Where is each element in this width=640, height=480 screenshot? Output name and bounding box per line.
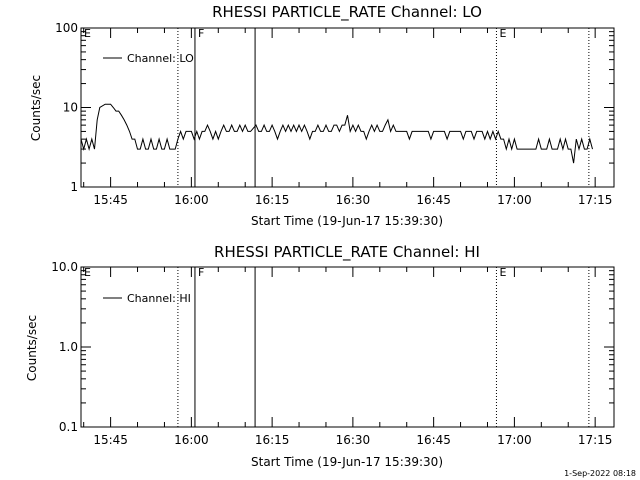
x-tick-label: 17:00 [497,433,532,447]
x-tick-label: 16:30 [336,433,371,447]
x-tick-label: 17:15 [578,433,613,447]
x-tick-label: 17:00 [497,193,532,207]
chart-title: RHESSI PARTICLE_RATE Channel: HI [214,243,480,262]
time-marker-label: E [84,266,91,279]
legend-entry: Channel: LO [127,52,194,65]
x-tick-label: 16:45 [416,433,451,447]
x-tick-label: 16:15 [255,193,290,207]
time-marker-label: F [198,266,204,279]
time-marker-label: E [84,27,91,40]
lo-channel-panel: RHESSI PARTICLE_RATE Channel: LO Counts/… [29,3,615,228]
series-layer [80,103,593,164]
y-tick-label: 0.1 [59,420,78,434]
time-marker-label: E [499,266,506,279]
x-tick-label: 16:00 [174,193,209,207]
legend: Channel: HI [103,292,191,305]
x-tick-label: 15:45 [93,433,128,447]
chart-title: RHESSI PARTICLE_RATE Channel: LO [212,3,482,22]
y-tick-label: 1 [70,180,78,194]
plot-frame [80,266,615,428]
x-tick-label: 16:30 [336,193,371,207]
time-marker-label: F [198,27,204,40]
x-axis-label: Start Time (19-Jun-17 15:39:30) [251,455,443,469]
legend-entry: Channel: HI [127,292,191,305]
x-tick-label: 15:45 [93,193,128,207]
axis-ticks: 15:45 16:00 16:15 16:30 16:45 17:00 17:15 0.1 1.… [51,260,614,447]
time-marker-label: E [499,27,506,40]
y-axis-label: Counts/sec [29,75,43,141]
x-tick-label: 16:00 [174,433,209,447]
x-tick-label: 17:15 [578,193,613,207]
legend: Channel: LO [103,52,194,65]
hi-channel-panel: RHESSI PARTICLE_RATE Channel: HI Counts/… [25,243,615,469]
y-tick-label: 10 [63,101,78,115]
y-axis-label: Counts/sec [25,315,39,381]
axis-ticks: 15:45 16:00 16:15 16:30 16:45 17:00 17:15 1 10 10… [55,21,614,207]
x-tick-label: 16:15 [255,433,290,447]
series-line [80,103,593,164]
y-tick-label: 10.0 [51,260,78,274]
footer-timestamp: 1-Sep-2022 08:18 [564,469,636,478]
x-axis-label: Start Time (19-Jun-17 15:39:30) [251,214,443,228]
y-tick-label: 100 [55,21,78,35]
x-tick-label: 16:45 [416,193,451,207]
y-tick-label: 1.0 [59,340,78,354]
